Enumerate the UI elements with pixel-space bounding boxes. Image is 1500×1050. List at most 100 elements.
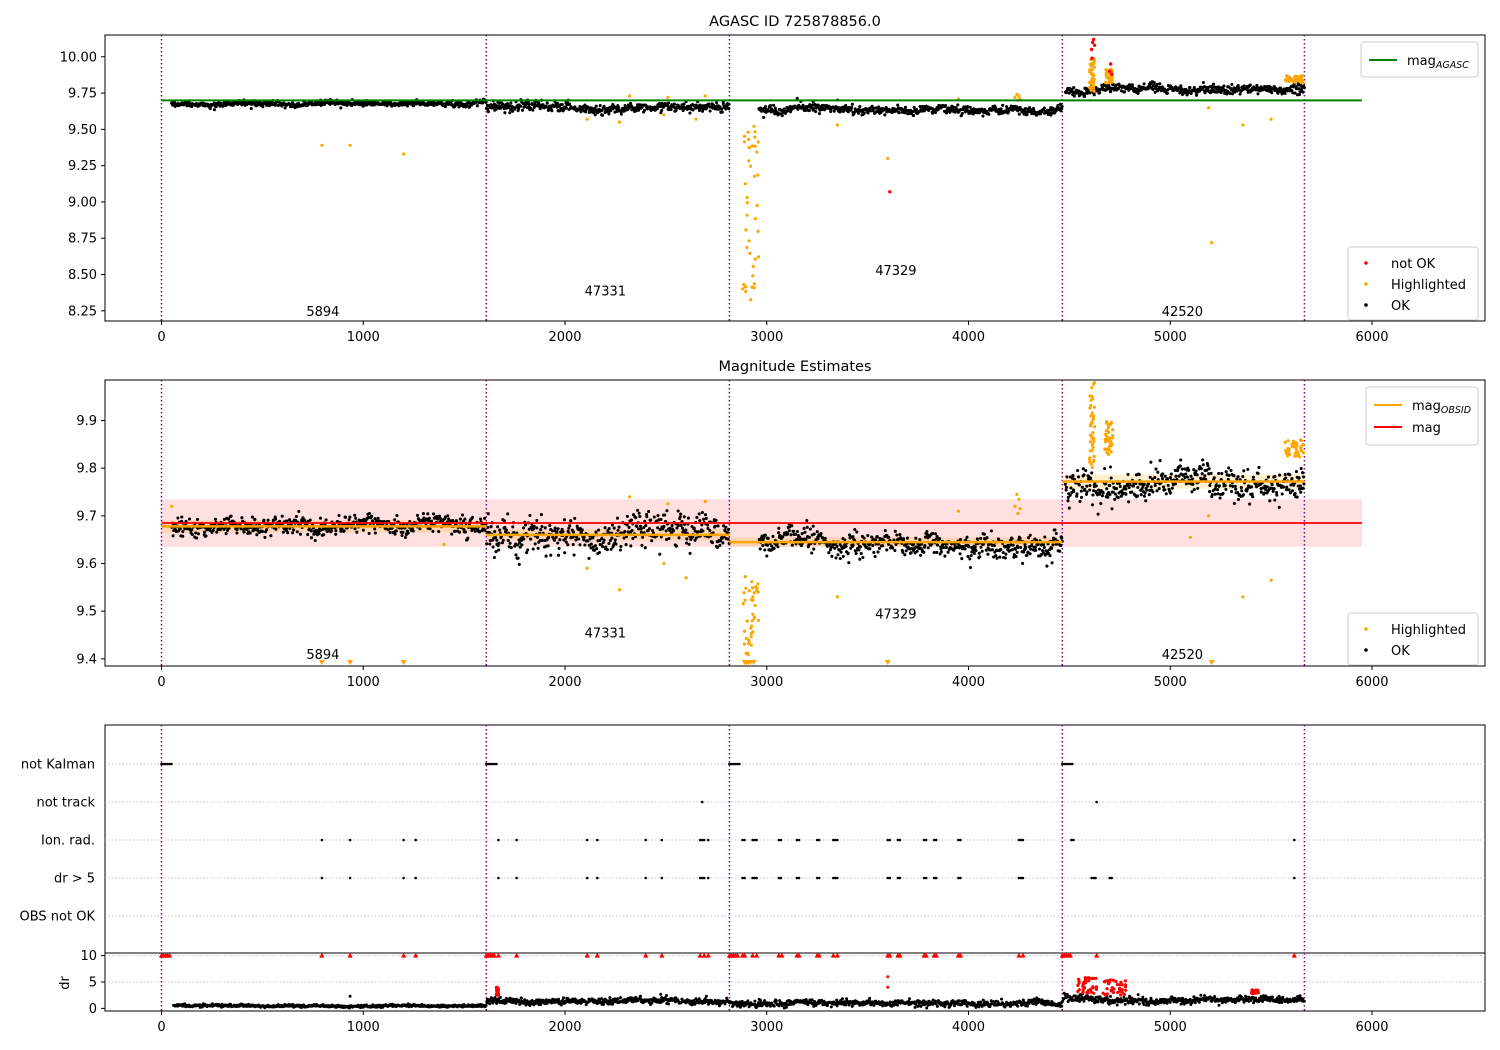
agasc-ok-point — [532, 105, 536, 109]
agasc-not-ok-point — [1090, 40, 1095, 44]
magnitude-ok-point — [905, 536, 910, 540]
magnitude-ok-point — [636, 508, 640, 512]
magnitude-ok-point — [573, 516, 577, 520]
magnitude-ok-point — [665, 509, 669, 513]
magnitude-ok-point — [1168, 491, 1172, 495]
agasc-ok-point — [584, 108, 588, 112]
magnitude-ok-point — [854, 551, 858, 556]
magnitude-ok-point — [1280, 492, 1284, 496]
magnitude-ok-point — [458, 517, 462, 521]
magnitude-ok-point — [985, 536, 989, 540]
agasc-ok-point — [688, 111, 692, 115]
magnitude-ok-point — [1283, 472, 1287, 477]
magnitude-ok-point — [535, 535, 540, 539]
agasc-ok-point — [1189, 91, 1193, 96]
magnitude-highlighted-point — [1269, 578, 1273, 582]
magnitude-ok-point — [1192, 487, 1196, 492]
magnitude-highlighted-point — [751, 612, 755, 616]
magnitude-ok-point — [676, 509, 680, 513]
agasc-ok-point — [1230, 82, 1234, 86]
agasc-ok-point — [1155, 82, 1159, 86]
flag-marker — [320, 876, 324, 880]
agasc-y-tick-label: 8.25 — [68, 304, 97, 319]
agasc-ok-point — [583, 103, 587, 107]
agasc-ok-point — [560, 103, 564, 107]
magnitude-highlighted-point — [1299, 448, 1303, 452]
magnitude-ok-point — [1143, 491, 1147, 495]
magnitude-ok-point — [204, 534, 208, 538]
agasc-ok-point — [1292, 85, 1296, 89]
magnitude-ok-point — [497, 548, 501, 552]
agasc-highlighted-point — [1089, 88, 1093, 92]
magnitude-ok-point — [1064, 488, 1068, 492]
agasc-ok-point — [959, 114, 963, 118]
agasc-ok-point — [520, 108, 525, 112]
magnitude-ok-point — [656, 526, 660, 530]
magnitude-ok-point — [891, 546, 895, 550]
flag-marker — [660, 876, 664, 880]
magnitude-ok-point — [877, 546, 882, 550]
agasc-highlighted-point — [402, 152, 406, 156]
magnitude-highlighted-point — [1286, 439, 1290, 443]
magnitude-ok-point — [805, 525, 809, 529]
magnitude-ok-point — [1189, 474, 1193, 478]
agasc-ok-point — [1301, 90, 1305, 94]
magnitude-ok-point — [811, 524, 815, 528]
agasc-ok-point — [1188, 85, 1192, 90]
agasc-ok-point — [1221, 87, 1225, 91]
magnitude-ok-point — [406, 531, 410, 535]
magnitude-ok-point — [703, 513, 708, 517]
flag-marker — [497, 876, 500, 880]
magnitude-ok-point — [1153, 483, 1157, 488]
magnitude-ok-point — [263, 535, 267, 539]
agasc-ok-point — [1077, 89, 1081, 93]
agasc-x-tick-label: 4000 — [952, 330, 985, 345]
magnitude-ok-point — [242, 530, 246, 534]
magnitude-ok-point — [685, 537, 689, 541]
magnitude-ok-point — [176, 516, 180, 520]
agasc-ok-point — [944, 103, 948, 108]
magnitude-ok-point — [1270, 483, 1274, 487]
magnitude-ok-point — [393, 518, 397, 522]
magnitude-ok-point — [1251, 475, 1255, 479]
magnitude-ok-point — [213, 517, 218, 521]
agasc-highlighted-point — [617, 120, 622, 124]
magnitude-ok-point — [776, 545, 780, 549]
magnitude-ok-point — [450, 532, 454, 536]
flag-marker — [836, 876, 839, 880]
magnitude-ok-point — [181, 534, 185, 538]
magnitude-ok-point — [604, 545, 608, 549]
magnitude-ok-point — [885, 548, 889, 552]
magnitude-ok-point — [1221, 491, 1225, 495]
magnitude-ok-point — [403, 535, 408, 540]
magnitude-highlighted-point — [752, 616, 756, 621]
agasc-ok-point — [780, 114, 784, 118]
magnitude-ok-point — [935, 535, 939, 539]
magnitude-ok-point — [1229, 468, 1233, 472]
magnitude-ok-point — [795, 529, 799, 534]
obsid-label: 47329 — [875, 264, 916, 279]
magnitude-ok-point — [855, 530, 859, 534]
agasc-x-tick-label: 3000 — [750, 330, 783, 345]
agasc-y-tick-label: 9.50 — [68, 123, 97, 138]
magnitude-ok-point — [1213, 492, 1217, 496]
magnitude-highlighted-point — [1109, 450, 1113, 454]
magnitude-ok-point — [1241, 493, 1246, 497]
magnitude-legend-bottom-label: Highlighted — [1391, 623, 1466, 638]
agasc-ok-point — [1222, 84, 1226, 88]
agasc-ok-point — [841, 105, 845, 109]
agasc-highlighted-point — [752, 282, 757, 286]
flag-marker — [706, 876, 710, 880]
magnitude-ok-point — [1060, 536, 1064, 540]
magnitude-ok-point — [944, 545, 948, 549]
agasc-legend-bottom-swatch — [1364, 303, 1368, 307]
magnitude-ok-point — [726, 537, 730, 541]
magnitude-ok-point — [1153, 475, 1157, 480]
magnitude-ok-point — [846, 551, 850, 555]
magnitude-ok-point — [853, 527, 857, 532]
agasc-ok-point — [502, 107, 506, 111]
agasc-panel: AGASC ID 725878856.0 5894473314732942520… — [60, 14, 1486, 345]
